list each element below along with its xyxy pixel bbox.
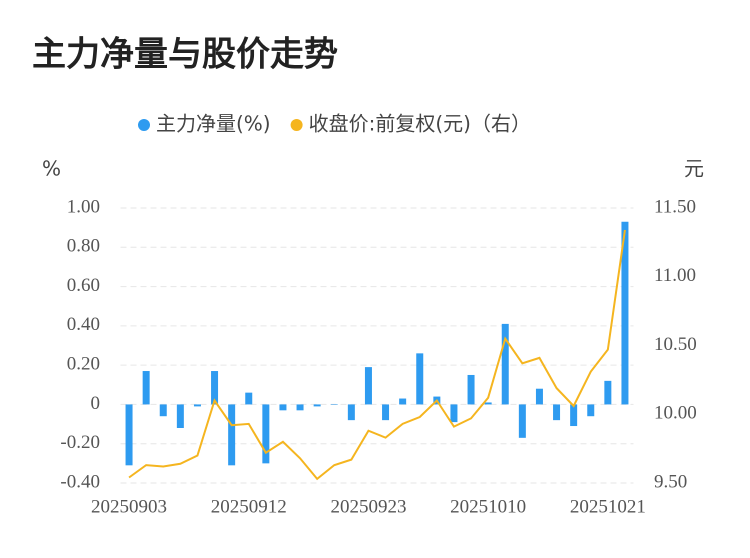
price-line <box>128 229 626 481</box>
y-tick-label: -0.20 <box>60 432 100 453</box>
chart-title: 主力净量与股价走势 <box>32 35 338 75</box>
x-tick-label: 20251021 <box>570 496 646 517</box>
y-tick-label: -0.40 <box>60 471 100 492</box>
y2-tick-label: 10.00 <box>654 403 697 424</box>
y-tick-label: 0 <box>91 393 101 414</box>
bar <box>570 404 578 427</box>
y-tick-label: 0.80 <box>67 236 100 257</box>
bar <box>176 404 184 428</box>
bar <box>604 380 612 405</box>
bar <box>228 404 236 466</box>
x-tick-label: 20250923 <box>330 496 406 517</box>
bar <box>330 404 338 405</box>
y2-tick-label: 10.50 <box>654 334 697 355</box>
bar <box>262 404 270 464</box>
bar <box>587 404 595 417</box>
bar <box>279 404 287 411</box>
y-tick-label: 1.00 <box>67 196 100 217</box>
y-axis-label: % <box>42 157 61 181</box>
bar <box>467 374 475 405</box>
legend-marker <box>138 119 150 131</box>
bar <box>535 388 543 405</box>
bar <box>296 404 304 411</box>
bar <box>364 367 372 405</box>
bar <box>450 404 458 423</box>
bar <box>416 353 424 405</box>
bar <box>142 371 150 405</box>
bar <box>501 323 509 405</box>
y2-tick-label: 11.50 <box>654 196 696 217</box>
y-tick-label: 0.20 <box>67 354 100 375</box>
y2-tick-label: 9.50 <box>654 471 687 492</box>
x-tick-label: 20251010 <box>450 496 526 517</box>
y2-tick-label: 11.00 <box>654 265 696 286</box>
bar <box>621 221 629 405</box>
bar <box>211 371 219 405</box>
bar <box>553 404 561 421</box>
bar <box>347 404 355 421</box>
legend: 主力净量(%) 收盘价:前复权(元)（右） <box>138 112 531 136</box>
legend-marker <box>290 119 303 131</box>
bar <box>518 404 526 438</box>
x-tick-label: 20250912 <box>211 496 287 517</box>
bar <box>313 404 321 407</box>
bar <box>245 392 253 405</box>
bar <box>125 404 133 466</box>
y-tick-label: 0.60 <box>67 275 100 296</box>
bar <box>382 404 390 421</box>
bar <box>159 404 167 417</box>
legend-label: 主力净量(%) <box>156 112 271 136</box>
bar <box>193 404 201 407</box>
bar <box>399 398 407 405</box>
y-tick-label: 0.40 <box>67 314 100 335</box>
bar <box>484 402 492 405</box>
x-tick-label: 20250903 <box>91 496 167 517</box>
legend-label: 收盘价:前复权(元)（右） <box>309 112 531 136</box>
y2-axis-label: 元 <box>684 157 704 181</box>
